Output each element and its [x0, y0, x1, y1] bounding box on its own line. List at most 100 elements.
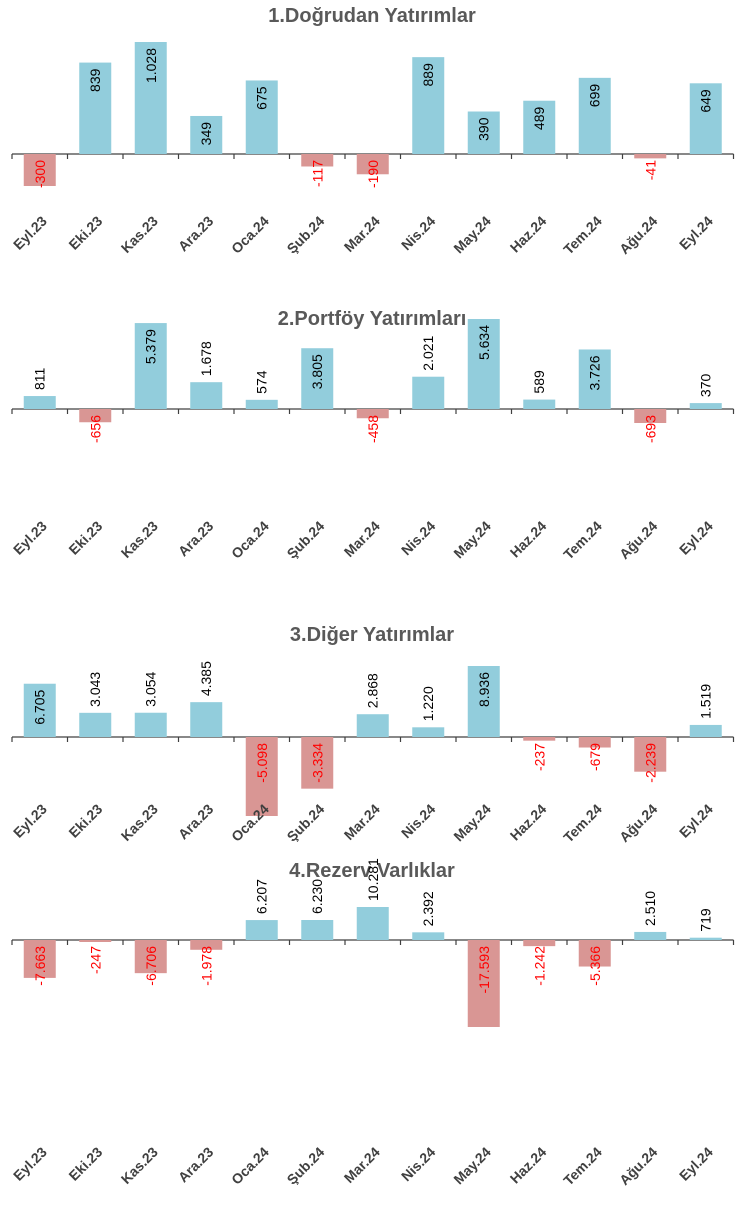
bar — [79, 62, 112, 154]
x-tick-label: Eyl.24 — [676, 518, 716, 558]
x-tick-label: Mar.24 — [341, 801, 383, 843]
data-label: -1.978 — [198, 946, 214, 986]
data-label: 1.519 — [698, 684, 714, 719]
data-label: 2.392 — [420, 891, 436, 926]
x-tick-label: Haz.24 — [507, 1144, 550, 1187]
bar — [523, 940, 556, 947]
bar — [467, 666, 500, 737]
bar — [79, 940, 112, 942]
data-label: -237 — [531, 743, 547, 771]
x-tick-label: Ağu.24 — [616, 801, 660, 845]
x-tick-label: Eyl.24 — [676, 1144, 716, 1184]
x-tick-label: Eyl.24 — [676, 801, 716, 841]
bar — [301, 348, 334, 409]
x-tick-label: Kas.23 — [118, 1144, 161, 1187]
bar — [23, 396, 56, 409]
bar — [412, 376, 445, 409]
bar — [245, 399, 278, 409]
bar — [523, 100, 556, 154]
data-label: 6.230 — [309, 879, 325, 914]
x-tick-label: Tem.24 — [560, 213, 605, 258]
chart-2: 2.Portföy Yatırımları 811 Eyl.23 -656 Eki.23… — [10, 308, 735, 563]
data-label: 649 — [698, 89, 714, 113]
x-tick-label: Eki.23 — [65, 213, 105, 253]
bar — [689, 403, 722, 409]
bar — [412, 727, 445, 737]
bar — [578, 737, 611, 748]
x-tick-label: Ara.23 — [175, 1144, 217, 1186]
x-tick-label: May.24 — [450, 1144, 494, 1188]
bar — [301, 920, 334, 940]
data-label: 3.805 — [309, 354, 325, 389]
bar — [634, 931, 667, 940]
bar — [467, 319, 500, 409]
data-label: 3.043 — [87, 672, 103, 707]
data-label: -458 — [365, 415, 381, 443]
chart-title: 2.Portföy Yatırımları — [278, 308, 467, 330]
x-tick-label: Şub.24 — [284, 801, 328, 845]
bar — [689, 937, 722, 940]
x-tick-label: Ara.23 — [175, 213, 217, 255]
bar — [356, 154, 389, 175]
chart-title: 3.Diğer Yatırımlar — [290, 624, 454, 646]
data-label: 2.510 — [642, 891, 658, 926]
bar — [190, 382, 223, 409]
bar — [578, 349, 611, 409]
data-label: 574 — [254, 370, 270, 394]
x-tick-label: Eyl.24 — [676, 213, 716, 253]
chart-title: 1.Doğrudan Yatırımlar — [268, 5, 476, 27]
bar — [578, 940, 611, 967]
data-label: -300 — [32, 160, 48, 188]
x-tick-label: Şub.24 — [284, 213, 328, 257]
bar — [356, 714, 389, 737]
bar — [23, 683, 56, 737]
x-tick-label: Mar.24 — [341, 1144, 383, 1186]
chart-title: 4.Rezerv Varlıklar — [289, 860, 455, 882]
bar — [23, 940, 56, 978]
x-tick-label: Nis.24 — [398, 213, 439, 254]
data-label: 675 — [254, 86, 270, 110]
data-label: 6.207 — [254, 879, 270, 914]
data-label: 10.281 — [365, 858, 381, 901]
x-tick-label: Nis.24 — [398, 518, 439, 559]
x-tick-label: Eki.23 — [65, 518, 105, 558]
data-label: 349 — [198, 122, 214, 146]
data-label: 5.634 — [476, 325, 492, 360]
x-tick-label: Haz.24 — [507, 213, 550, 256]
data-label: -693 — [642, 415, 658, 443]
bar — [23, 154, 56, 186]
x-tick-label: Tem.24 — [560, 801, 605, 846]
data-label: 8.936 — [476, 672, 492, 707]
bar — [689, 83, 722, 154]
x-tick-label: Mar.24 — [341, 213, 383, 255]
bar — [134, 323, 167, 409]
x-tick-label: Eyl.23 — [10, 518, 50, 558]
x-tick-label: Haz.24 — [507, 518, 550, 561]
bar — [356, 409, 389, 419]
data-label: 889 — [420, 63, 436, 87]
bar — [634, 154, 667, 159]
x-tick-label: Nis.24 — [398, 1144, 439, 1185]
data-label: 370 — [698, 374, 714, 398]
data-label: 3.054 — [143, 671, 159, 706]
x-tick-label: Şub.24 — [284, 1144, 328, 1188]
bar — [301, 154, 334, 167]
data-label: 811 — [32, 368, 48, 391]
x-tick-label: Eyl.23 — [10, 801, 50, 841]
bar — [523, 399, 556, 409]
x-tick-label: Kas.23 — [118, 518, 161, 561]
bar — [634, 409, 667, 423]
data-label: -7.663 — [32, 946, 48, 986]
data-label: -5.366 — [587, 946, 603, 986]
x-tick-label: Oca.24 — [228, 213, 272, 257]
data-label: 1.028 — [143, 48, 159, 83]
x-tick-label: Eki.23 — [65, 801, 105, 841]
data-label: 6.705 — [32, 690, 48, 725]
data-label: 2.868 — [365, 673, 381, 708]
data-label: -3.334 — [309, 743, 325, 783]
data-label: -190 — [365, 160, 381, 188]
bar — [245, 737, 278, 816]
chart-4: 4.Rezerv Varlıklar -7.663 Eyl.23 -247 Eki.23… — [10, 858, 735, 1189]
x-tick-label: May.24 — [450, 213, 494, 257]
